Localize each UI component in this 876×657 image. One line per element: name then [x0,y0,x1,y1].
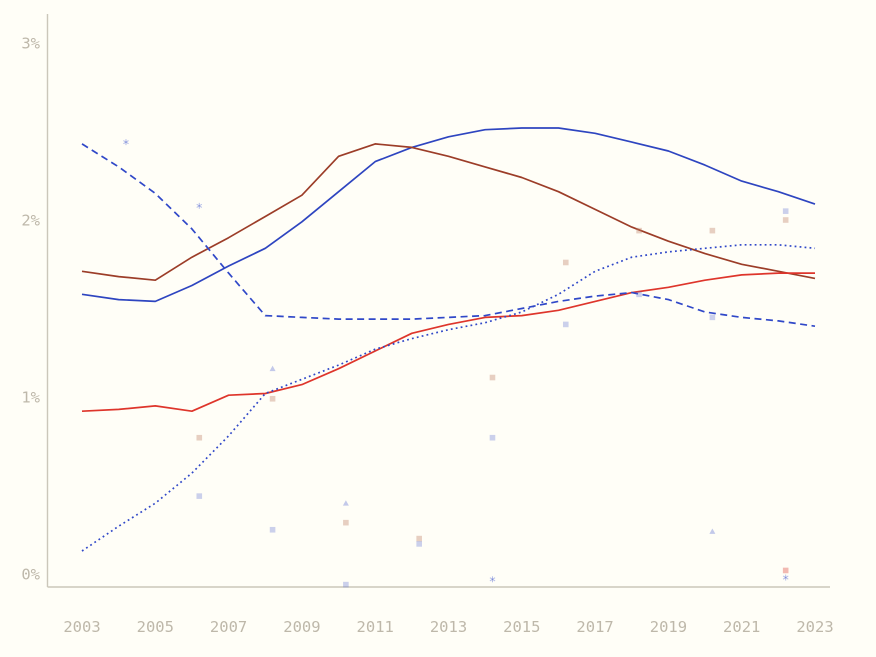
y-axis-tick-label: 0% [21,566,40,584]
scatter-mark-square [416,535,422,542]
scatter-mark-square [562,321,569,328]
scatter-mark-star [196,203,203,208]
scatter-mark-triangle [269,365,276,372]
x-axis-tick-label: 2023 [796,618,833,636]
x-axis-tick-label: 2009 [283,618,320,636]
scatter-mark-square [709,227,716,234]
scatter-mark-square [782,567,789,574]
scatter-mark-square [269,395,276,402]
x-axis-tick-label: 2021 [723,618,760,636]
scatter-mark-star [196,203,203,208]
scatter-mark-square [416,541,422,547]
scatter-mark-star [782,575,789,580]
x-axis-tick-label: 2019 [650,618,687,636]
scatter-mark-square [636,227,642,234]
scatter-mark-square [782,217,789,223]
scatter-mark-square [489,434,496,441]
y-axis-tick-label: 1% [21,389,40,407]
scatter-mark-star [489,577,496,582]
series-line-brown-solid [81,143,816,282]
scatter-mark-square [709,314,716,321]
scatter-mark-square [489,374,496,381]
series-line-blue-solid [81,127,816,303]
scatter-mark-square [343,519,349,526]
scatter-mark-square [636,291,642,298]
x-axis-tick-label: 2007 [210,618,247,636]
scatter-mark-square [196,493,203,499]
x-axis-tick-label: 2011 [357,618,394,636]
scatter-mark-square [562,259,569,266]
x-axis-tick-label: 2015 [503,618,540,636]
series-line-blue-dashed [81,143,816,328]
series-line-red-solid [81,272,815,413]
scatter-mark-square [196,434,203,441]
x-axis-tick-label: 2013 [430,618,467,636]
scatter-mark-star [123,140,129,145]
x-axis-tick-label: 2005 [137,618,174,636]
scatter-mark-square [269,526,276,533]
scatter-mark-triangle [709,528,716,534]
x-axis-tick-label: 2017 [576,618,613,636]
scatter-mark-star [782,575,789,580]
scatter-mark-star [489,577,496,582]
scatter-mark-triangle [342,500,349,506]
y-axis-tick-label: 3% [21,35,40,53]
y-axis-tick-label: 2% [21,212,40,230]
x-axis-tick-label: 2003 [63,618,100,636]
scatter-mark-square [782,208,789,214]
scatter-mark-star [123,140,129,145]
scatter-mark-square [343,581,349,588]
